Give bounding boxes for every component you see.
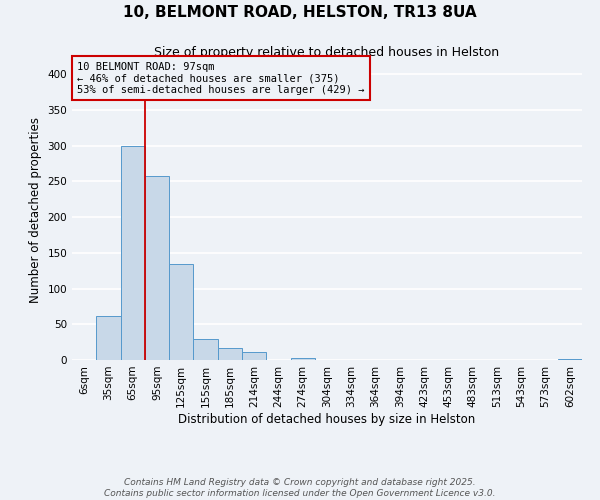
Bar [193,338,218,360]
Bar [169,264,193,360]
Bar [242,352,266,360]
Text: 10 BELMONT ROAD: 97sqm
← 46% of detached houses are smaller (375)
53% of semi-de: 10 BELMONT ROAD: 97sqm ← 46% of detached… [77,62,365,94]
Title: Size of property relative to detached houses in Helston: Size of property relative to detached ho… [154,46,500,59]
X-axis label: Distribution of detached houses by size in Helston: Distribution of detached houses by size … [178,412,476,426]
Text: 10, BELMONT ROAD, HELSTON, TR13 8UA: 10, BELMONT ROAD, HELSTON, TR13 8UA [123,5,477,20]
Text: Contains HM Land Registry data © Crown copyright and database right 2025.
Contai: Contains HM Land Registry data © Crown c… [104,478,496,498]
Y-axis label: Number of detached properties: Number of detached properties [29,117,42,303]
Bar [121,146,145,360]
Bar [290,358,315,360]
Bar [145,176,169,360]
Bar [96,316,121,360]
Bar [218,348,242,360]
